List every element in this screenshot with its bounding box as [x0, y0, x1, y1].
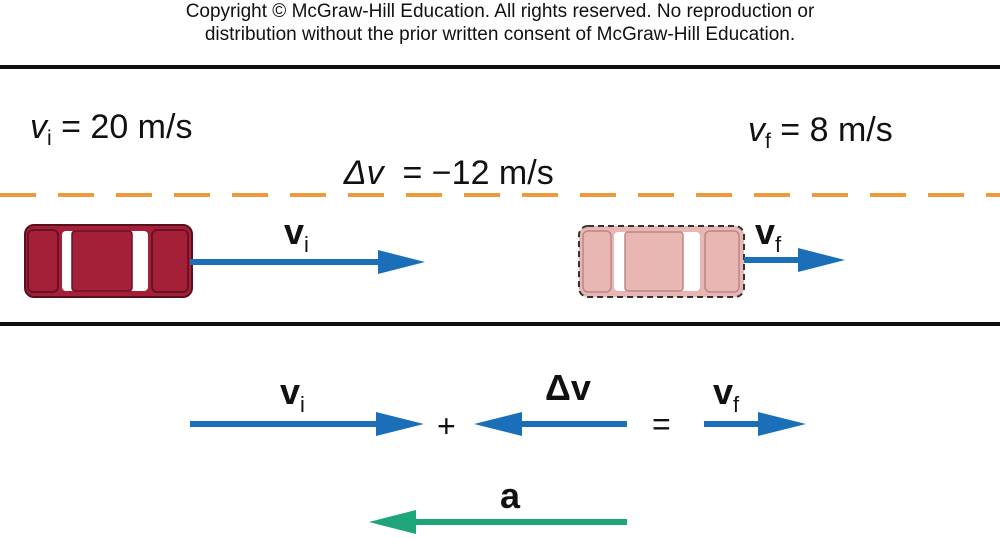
sum-vf-label: vf [713, 371, 740, 418]
sum-dv-arrow [474, 412, 627, 436]
sum-dv-label: Δv [545, 367, 591, 408]
label-initial-velocity: vi = 20 m/s [30, 108, 193, 150]
car-final [578, 225, 745, 298]
label-final-velocity: vf = 8 m/s [748, 111, 893, 153]
road-vf-label: vf [755, 211, 782, 258]
sum-vi-label: vi [280, 371, 305, 418]
car-initial [24, 224, 193, 298]
road-vi-arrow [190, 250, 425, 274]
equals-sign: = [652, 406, 671, 442]
road-vf-arrow [744, 248, 845, 272]
label-velocity-change: Δv = −12 m/s [343, 154, 554, 192]
copyright-line-2: distribution without the prior written c… [204, 24, 796, 45]
plus-sign: + [437, 408, 456, 444]
road-vi-label: vi [284, 211, 309, 258]
copyright-line-1: Copyright © McGraw-Hill Education. All r… [185, 1, 815, 22]
sum-vi-arrow [190, 412, 424, 436]
copyright-notice: Copyright © McGraw-Hill Education. All r… [0, 0, 1000, 46]
acceleration-label: a [500, 475, 521, 516]
acceleration-arrow [369, 510, 627, 534]
sum-vf-arrow [704, 412, 806, 436]
